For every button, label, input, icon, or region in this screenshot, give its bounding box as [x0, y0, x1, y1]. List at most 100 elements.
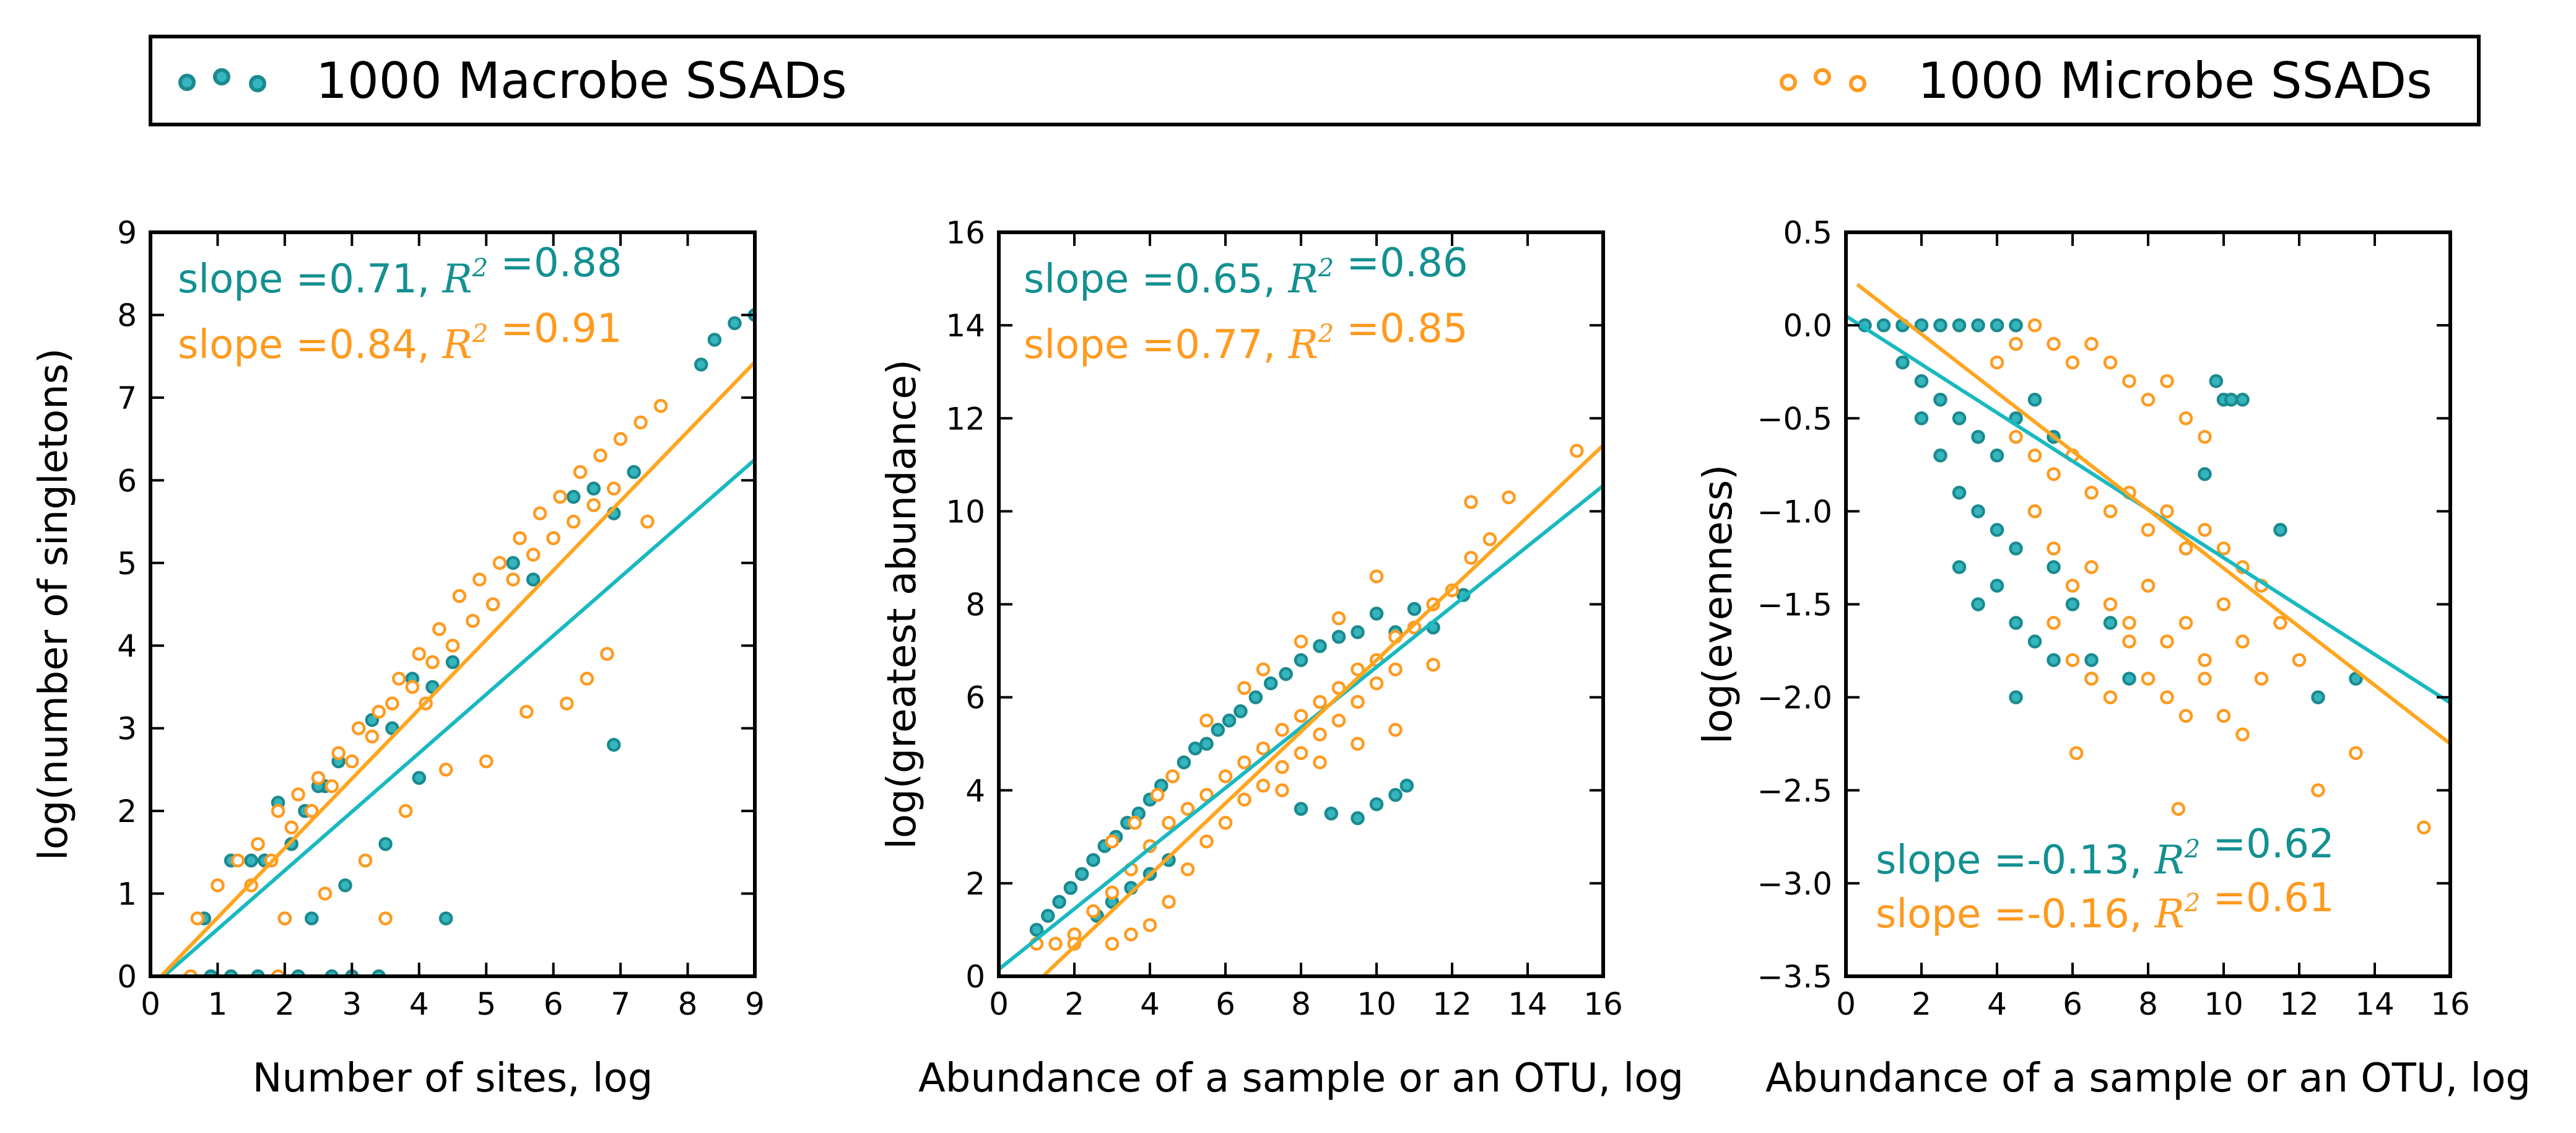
macrobe-point [305, 911, 319, 925]
microbe-point [284, 820, 298, 835]
microbe-fit-annotation: slope =-0.16, R2 =0.61 [1876, 875, 2334, 937]
microbe-point [613, 432, 628, 446]
x-tick-label: 12 [2279, 986, 2319, 1022]
macrobe-point [1914, 411, 1929, 426]
microbe-point [2065, 653, 2080, 667]
macrobe-point [1052, 895, 1066, 909]
macrobe-point [1351, 811, 1365, 826]
microbe-point [1199, 834, 1214, 849]
microbe-point [1331, 713, 1346, 728]
microbe-point [324, 779, 339, 794]
macrobe-point [506, 556, 520, 571]
macrobe-point [2027, 634, 2042, 649]
microbe-point [1275, 783, 1289, 797]
microbe-point [2103, 355, 2118, 370]
microbe-point [2160, 690, 2174, 704]
microbe-point [1128, 816, 1142, 830]
microbe-point [2103, 690, 2118, 704]
microbe-point [2254, 671, 2269, 686]
macrobe-point [2009, 318, 2023, 333]
microbe-point [1482, 532, 1497, 546]
microbe-point [1256, 741, 1271, 756]
microbe-point [2273, 616, 2287, 630]
microbe-point [2047, 467, 2061, 481]
y-tick-label: −1.5 [1757, 587, 1832, 623]
x-tick-label: 14 [1508, 986, 1547, 1022]
macrobe-point [2235, 392, 2250, 407]
microbe-point [2065, 355, 2080, 370]
macrobe-point [1324, 807, 1339, 821]
macrobe-point [1399, 778, 1414, 793]
macrobe-point [338, 878, 352, 893]
macrobe-point [1990, 523, 2004, 537]
microbe-point [2216, 709, 2231, 723]
x-tick-label: 3 [342, 986, 362, 1022]
macrobe-point [1029, 922, 1044, 937]
microbe-point [2171, 802, 2186, 816]
microbe-point [372, 704, 386, 719]
macrobe-point [2027, 392, 2042, 407]
macrobe-point [1990, 448, 2004, 463]
microbe-point [573, 465, 588, 479]
y-tick-label: 6 [965, 680, 985, 716]
microbe-point [640, 514, 655, 529]
x-tick-label: 4 [409, 986, 429, 1022]
microbe-point [633, 415, 648, 430]
microbe-point [277, 911, 292, 925]
microbe-point [1105, 885, 1120, 900]
macrobe-point [607, 738, 621, 752]
macrobe-point [1279, 667, 1293, 681]
macrobe-point [445, 655, 460, 670]
x-tick-label: 1 [208, 986, 228, 1022]
macrobe-point [1952, 560, 1967, 574]
macrobe-point [1177, 755, 1191, 769]
microbe-point [1275, 759, 1289, 774]
x-tick-label: 8 [1291, 986, 1311, 1022]
microbe-point [291, 787, 305, 802]
microbe-point [2047, 336, 2061, 351]
microbe-point [1388, 722, 1403, 737]
y-tick-label: −1.0 [1757, 494, 1832, 530]
microbe-point [1237, 755, 1251, 769]
macrobe-point [244, 853, 258, 868]
microbe-point [1150, 788, 1165, 802]
microbe-point [546, 531, 560, 545]
macrobe-point [1074, 867, 1089, 881]
microbe-point [1218, 816, 1233, 830]
microbe-point [2122, 374, 2136, 388]
panel-singletons: 0 1 2 3 4 5 6 7 8 9 0 1 2 3 4 5 6 7 8 9 Number of sites, log… [31, 215, 765, 1101]
macrobe-point [1222, 713, 1237, 728]
macrobe-point [2224, 392, 2239, 407]
microbe-point [600, 647, 614, 661]
x-tick-label: 9 [745, 986, 765, 1022]
legend-marker-microbe [1780, 74, 1797, 91]
microbe-point [593, 448, 607, 463]
microbe-point [2047, 616, 2061, 630]
macrobe-point [1914, 318, 1929, 333]
x-tick-label: 0 [1836, 986, 1856, 1022]
microbe-point [438, 763, 453, 777]
macrobe-point [2273, 523, 2287, 537]
x-tick-label: 7 [611, 986, 630, 1022]
macrobe-point [1971, 504, 1985, 518]
microbe-point [2198, 653, 2212, 667]
microbe-point [2311, 783, 2325, 797]
microbe-point [1256, 662, 1271, 676]
y-tick-label: 6 [117, 463, 137, 499]
macrobe-point [1369, 606, 1384, 621]
microbe-point [2122, 616, 2136, 630]
macrobe-point [1248, 690, 1263, 704]
microbe-point [2141, 579, 2156, 593]
microbe-fit-annotation: slope =0.84, R2 =0.91 [178, 306, 622, 368]
macrobe-point [412, 771, 427, 785]
macrobe-point [627, 465, 642, 479]
microbe-point [485, 597, 500, 611]
microbe-point [1464, 551, 1478, 565]
microbe-point [445, 638, 460, 653]
x-tick-label: 6 [1216, 986, 1235, 1022]
macrobe-point [2349, 671, 2363, 686]
macrobe-point [1388, 788, 1403, 802]
y-tick-label: 12 [946, 401, 985, 437]
microbe-point [1464, 495, 1478, 509]
microbe-point [345, 754, 359, 769]
